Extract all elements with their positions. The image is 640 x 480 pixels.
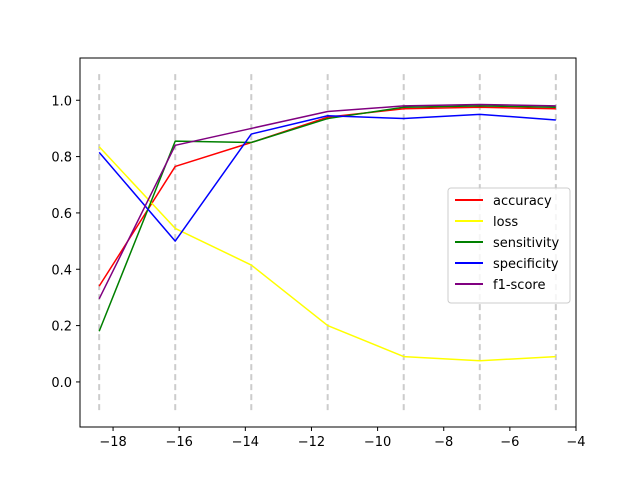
y-tick-label-3: 0.6 <box>51 207 72 222</box>
series-lines <box>98 103 556 362</box>
legend: accuracy loss sensitivity specificity f1-sco… <box>447 187 571 304</box>
x-tick-label-7: −4 <box>566 435 585 450</box>
legend-label-f1-score: f1-score <box>493 278 545 293</box>
series-line-specificity <box>98 113 556 242</box>
x-tick-label-0: −18 <box>99 435 126 450</box>
y-tick-label-1: 0.2 <box>51 320 72 335</box>
x-tick-label-6: −6 <box>500 435 519 450</box>
series-line-loss <box>98 146 556 362</box>
legend-label-specificity: specificity <box>493 257 559 272</box>
legend-box <box>447 187 571 304</box>
y-tick-label-5: 1.0 <box>51 94 72 109</box>
legend-label-sensitivity: sensitivity <box>493 236 560 251</box>
x-tick-label-2: −14 <box>232 435 259 450</box>
y-axis-ticks: 0.0 0.2 0.4 0.6 0.8 1.0 <box>51 94 80 391</box>
y-tick-label-2: 0.4 <box>51 263 72 278</box>
series-line-f1-score <box>98 103 556 300</box>
x-tick-label-3: −12 <box>298 435 325 450</box>
legend-label-accuracy: accuracy <box>493 194 552 209</box>
series-line-accuracy <box>98 106 556 287</box>
x-tick-label-1: −16 <box>165 435 192 450</box>
axes-frame <box>79 57 577 428</box>
x-tick-label-4: −10 <box>364 435 391 450</box>
y-tick-label-4: 0.8 <box>51 151 72 166</box>
y-tick-label-0: 0.0 <box>51 376 72 391</box>
x-tick-label-5: −8 <box>434 435 453 450</box>
series-line-sensitivity <box>98 105 556 332</box>
legend-label-loss: loss <box>493 215 518 230</box>
x-axis-ticks: −18 −16 −14 −12 −10 −8 −6 −4 <box>99 427 586 450</box>
